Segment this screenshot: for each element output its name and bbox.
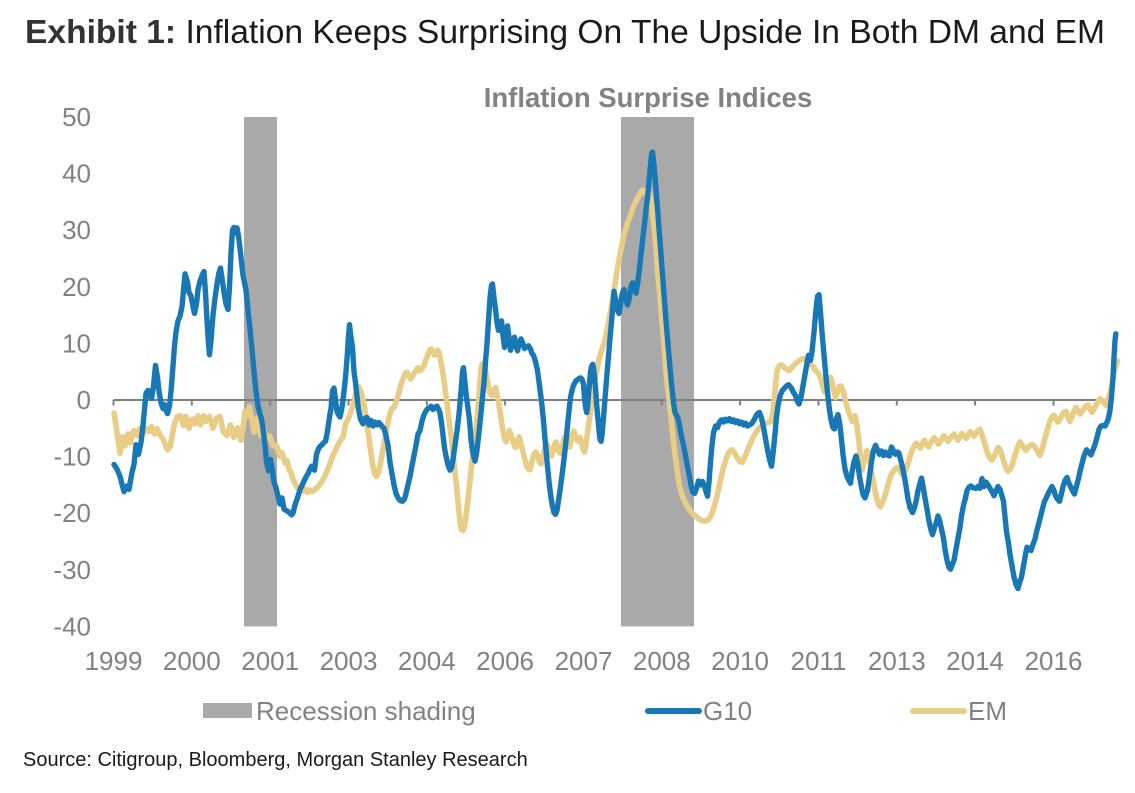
svg-text:2008: 2008 [633, 646, 691, 676]
svg-text:Recession shading: Recession shading [256, 696, 476, 726]
svg-text:Inflation Surprise Indices: Inflation Surprise Indices [484, 82, 813, 113]
svg-text:10: 10 [62, 328, 91, 358]
svg-text:2016: 2016 [1025, 646, 1083, 676]
svg-text:-20: -20 [53, 498, 91, 528]
svg-text:2004: 2004 [398, 646, 456, 676]
svg-text:1999: 1999 [85, 646, 143, 676]
svg-text:2010: 2010 [711, 646, 769, 676]
svg-text:2003: 2003 [320, 646, 378, 676]
svg-text:2000: 2000 [163, 646, 221, 676]
svg-text:EM: EM [968, 696, 1007, 726]
svg-text:Exhibit 1: Inflation Keeps Sur: Exhibit 1: Inflation Keeps Surprising On… [25, 14, 1105, 51]
svg-text:2011: 2011 [791, 646, 847, 676]
svg-text:-10: -10 [53, 442, 91, 472]
svg-text:40: 40 [62, 159, 91, 189]
svg-text:G10: G10 [703, 696, 752, 726]
svg-text:0: 0 [77, 385, 91, 415]
svg-text:2007: 2007 [555, 646, 613, 676]
svg-text:20: 20 [62, 272, 91, 302]
svg-text:-30: -30 [53, 555, 91, 585]
svg-text:30: 30 [62, 215, 91, 245]
svg-text:2001: 2001 [241, 646, 299, 676]
svg-text:2006: 2006 [476, 646, 534, 676]
svg-text:Source: Citigroup, Bloomberg,: Source: Citigroup, Bloomberg, Morgan Sta… [23, 749, 528, 771]
svg-text:2014: 2014 [946, 646, 1004, 676]
svg-text:-40: -40 [53, 611, 91, 641]
svg-text:50: 50 [62, 102, 91, 132]
svg-text:2013: 2013 [868, 646, 926, 676]
